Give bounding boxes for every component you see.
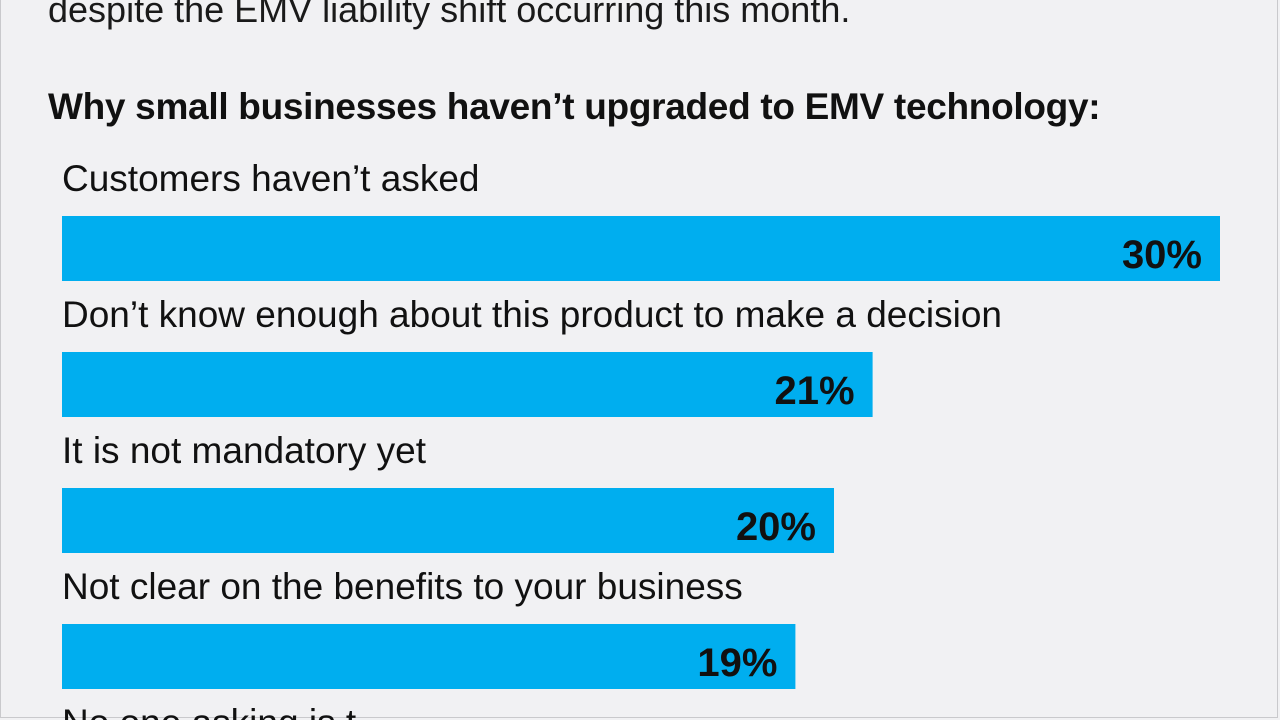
category-label: Customers haven’t asked [62,158,479,199]
value-label: 30% [1122,233,1202,277]
bar [62,216,1220,281]
bar [62,488,834,553]
category-label: Don’t know enough about this product to … [62,294,1002,335]
bar [62,624,796,689]
category-label: It is not mandatory yet [62,430,427,471]
bar [62,352,873,417]
category-label: No one asking is t… [62,702,393,720]
chart-title: Why small businesses haven’t upgraded to… [48,86,1101,127]
intro-text: despite the EMV liability shift occurrin… [48,0,851,30]
value-label: 21% [775,369,855,413]
value-label: 20% [736,505,816,549]
category-label: Not clear on the benefits to your busine… [62,566,743,607]
value-label: 19% [697,641,777,685]
